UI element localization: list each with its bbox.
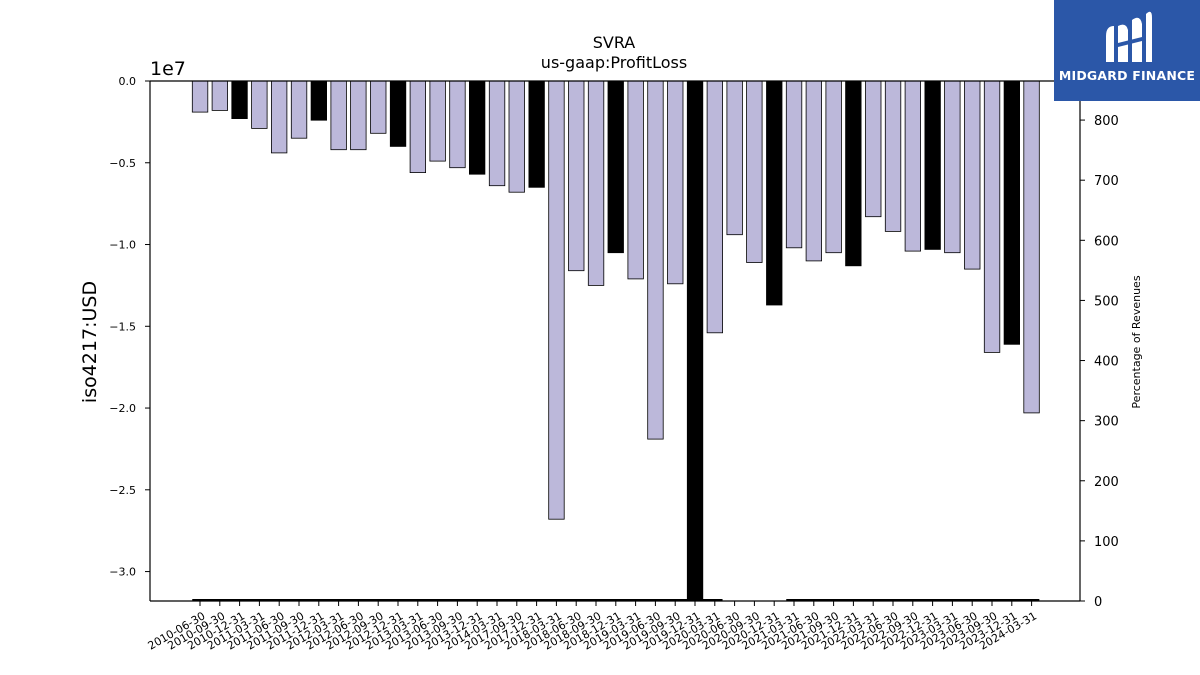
y2-tick-label: 100 bbox=[1094, 535, 1119, 550]
chart-title: SVRA bbox=[593, 33, 636, 52]
bar-2019-12-31 bbox=[686, 80, 704, 602]
bar-2012-06-30 bbox=[350, 80, 367, 151]
bar-2013-09-30 bbox=[449, 80, 466, 169]
y-axis-label: iso4217:USD bbox=[79, 281, 101, 403]
y2-tick-label: 700 bbox=[1094, 174, 1119, 189]
bar-2010-09-30 bbox=[211, 80, 229, 111]
bar-2018-06-30 bbox=[568, 80, 585, 272]
bar-2013-06-30 bbox=[429, 80, 446, 162]
y-tick-label: 0.0 bbox=[119, 75, 137, 88]
bar-2023-06-30 bbox=[964, 80, 981, 270]
y2-tick-label: 0 bbox=[1094, 595, 1102, 610]
bar-2012-12-31 bbox=[389, 80, 407, 147]
bar-2022-06-30 bbox=[884, 80, 902, 232]
chart-subtitle: us-gaap:ProfitLoss bbox=[541, 53, 687, 72]
logo-text: MIDGARD FINANCE bbox=[1058, 68, 1196, 83]
bar-2024-03-31 bbox=[1023, 80, 1040, 414]
y-tick-label: −1.5 bbox=[109, 320, 136, 333]
bar-2018-03-31 bbox=[548, 80, 565, 520]
bar-2020-06-30 bbox=[726, 80, 743, 236]
bar-2021-09-30 bbox=[825, 80, 842, 254]
y-offset-label: 1e7 bbox=[150, 58, 186, 80]
y2-axis-label: Percentage of Revenues bbox=[1130, 275, 1143, 408]
bar-2022-09-30 bbox=[904, 80, 921, 252]
bar-2012-03-31 bbox=[330, 80, 347, 151]
bar-2023-03-31 bbox=[944, 80, 961, 254]
y-tick-label: −1.0 bbox=[109, 239, 136, 252]
bar-2021-12-31 bbox=[845, 80, 862, 267]
bar-2011-12-31 bbox=[310, 80, 328, 121]
y2-tick-label: 500 bbox=[1094, 294, 1119, 309]
bar-2021-03-31 bbox=[785, 80, 803, 249]
midgard-logo-icon bbox=[1106, 11, 1152, 63]
bar-2023-09-30 bbox=[983, 80, 1001, 353]
bars-group bbox=[191, 80, 1040, 602]
y-ticks-group: 0.0 −0.5 −1.0 −1.5 −2.0 −2.5 −3.0 bbox=[109, 75, 150, 579]
bar-2018-09-30 bbox=[587, 80, 605, 286]
y2-ticks-group: 0 100 200 300 400 500 600 700 800 bbox=[1080, 114, 1119, 610]
bar-2021-06-30 bbox=[805, 80, 822, 262]
bar-2019-09-30 bbox=[667, 80, 684, 285]
bar-2020-09-30 bbox=[746, 80, 763, 263]
bar-2020-12-31 bbox=[766, 80, 783, 306]
axes-group bbox=[149, 80, 1081, 602]
bar-2013-03-31 bbox=[409, 80, 427, 173]
bar-2019-03-31 bbox=[627, 80, 644, 280]
bar-2017-09-30 bbox=[508, 80, 525, 193]
bar-2011-06-30 bbox=[270, 80, 288, 154]
x-ticks-group: 2010-06-302010-09-302010-12-312011-03-31… bbox=[146, 601, 1039, 653]
midgard-finance-logo: MIDGARD FINANCE bbox=[1054, 0, 1200, 101]
bar-2017-12-31 bbox=[528, 80, 545, 188]
bar-2022-03-31 bbox=[865, 80, 882, 218]
bar-2020-03-31 bbox=[706, 80, 723, 334]
bar-2022-12-31 bbox=[924, 80, 941, 250]
bar-2010-12-31 bbox=[231, 80, 248, 119]
y2-tick-label: 600 bbox=[1094, 234, 1119, 249]
bar-2018-12-31 bbox=[607, 80, 624, 254]
y-tick-label: −2.0 bbox=[109, 402, 136, 415]
y-tick-label: −2.5 bbox=[109, 484, 136, 497]
y-tick-label: −0.5 bbox=[109, 157, 136, 170]
y2-tick-label: 400 bbox=[1094, 355, 1119, 370]
y2-tick-label: 200 bbox=[1094, 475, 1119, 490]
y-tick-label: −3.0 bbox=[109, 566, 136, 579]
bar-2011-09-30 bbox=[290, 80, 308, 139]
bar-2010-06-30 bbox=[191, 80, 209, 113]
bar-2011-03-31 bbox=[251, 80, 268, 129]
bar-2014-03-31 bbox=[488, 80, 506, 187]
bar-2023-12-31 bbox=[1003, 80, 1020, 345]
bar-2019-06-30 bbox=[647, 80, 664, 440]
bar-2013-12-31 bbox=[468, 80, 486, 175]
y2-tick-label: 800 bbox=[1094, 114, 1119, 129]
y2-tick-label: 300 bbox=[1094, 415, 1119, 430]
bar-2012-09-30 bbox=[370, 80, 387, 134]
